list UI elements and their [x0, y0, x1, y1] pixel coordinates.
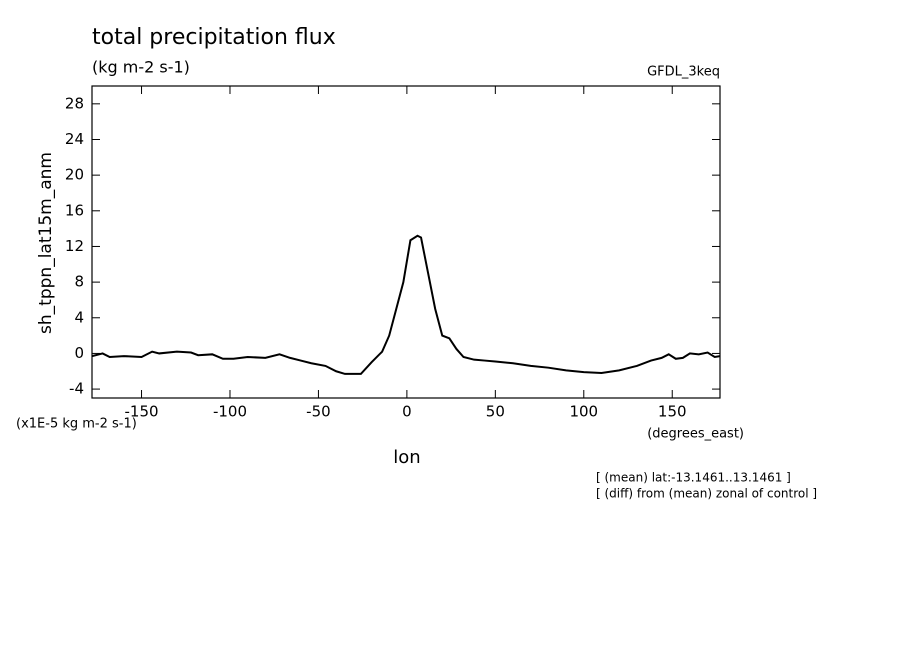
y-tick-label: 0: [74, 344, 84, 362]
x-tick-label: 50: [486, 403, 505, 421]
y-tick-label: 12: [65, 237, 84, 255]
x-tick-label: -100: [213, 403, 247, 421]
y-axis-label: sh_tppn_lat15m_anm: [36, 152, 56, 334]
x-axis-label: lon: [393, 447, 420, 468]
x-tick-label: 0: [402, 403, 412, 421]
y-tick-label: 4: [74, 308, 84, 326]
annotation: [ (diff) from (mean) zonal of control ]: [596, 487, 817, 501]
y-tick-label: 16: [65, 201, 84, 219]
y-tick-label: 20: [65, 166, 84, 184]
x-tick-label: -150: [125, 403, 159, 421]
y-tick-label: 28: [65, 94, 84, 112]
chart-title: total precipitation flux: [92, 25, 336, 50]
dataset-label: GFDL_3keq: [647, 65, 720, 80]
annotation: [ (mean) lat:-13.1461..13.1461 ]: [596, 471, 791, 485]
chart-subtitle: (kg m-2 s-1): [92, 58, 190, 77]
y-tick-label: 8: [74, 273, 84, 291]
y-tick-label: -4: [69, 380, 84, 398]
y-tick-label: 24: [65, 130, 84, 148]
plot-frame: [91, 85, 721, 399]
x-tick-label: 150: [658, 403, 687, 421]
data-line: [91, 234, 721, 375]
x-tick-label: 100: [569, 403, 598, 421]
x-tick-label: -50: [306, 403, 331, 421]
y-units: (x1E-5 kg m-2 s-1): [16, 417, 137, 432]
x-units: (degrees_east): [647, 427, 744, 442]
